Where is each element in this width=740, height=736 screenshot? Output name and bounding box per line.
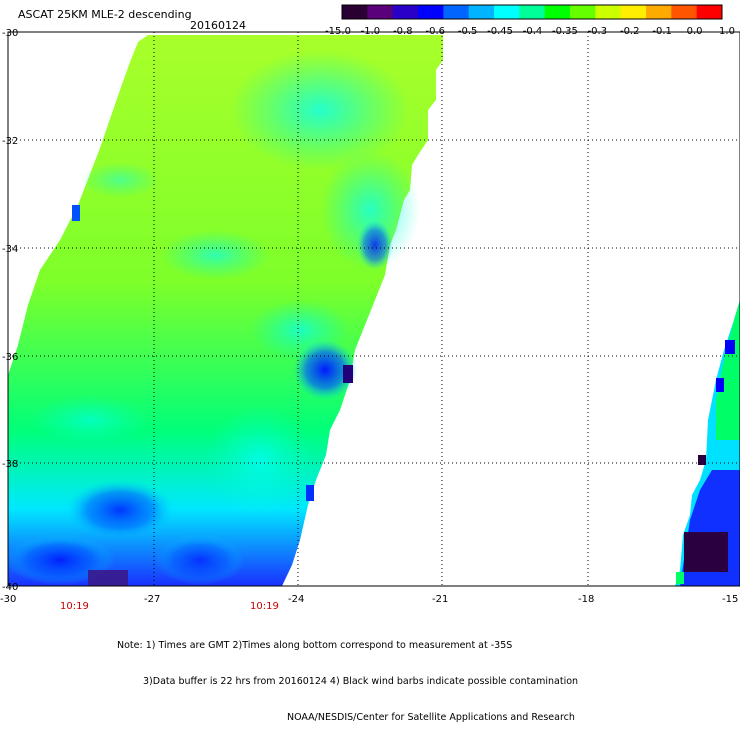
colorbar-swatch — [367, 5, 394, 19]
lon-label: -30 — [0, 594, 16, 605]
footnote-line: 3)Data buffer is 22 hrs from 20160124 4)… — [143, 676, 579, 687]
colorbar-swatch — [696, 5, 723, 19]
colorbar-swatch — [671, 5, 698, 19]
colorbar-swatch — [620, 5, 647, 19]
scatterometer-map: -15.0 -1.0 -0.8 -0.6 -0.5 -0.45 -0.4 -0.35 -0.3-… — [0, 4, 740, 612]
lon-label: -21 — [432, 594, 448, 605]
time-label: 10:19 — [60, 601, 89, 612]
colorbar-swatch — [392, 5, 419, 19]
lat-label: -40 — [2, 582, 18, 593]
colorbar-swatch — [595, 5, 622, 19]
colorbar-swatch — [342, 5, 368, 19]
chart-title: ASCAT 25KM MLE-2 descending — [18, 8, 192, 21]
colorbar-swatch — [468, 5, 495, 19]
lat-label: -30 — [2, 28, 18, 39]
footnote-line: NOAA/NESDIS/Center for Satellite Applica… — [287, 712, 575, 723]
colorbar-swatch — [443, 5, 470, 19]
map-frame — [7, 31, 740, 587]
colorbar-swatch — [494, 5, 520, 19]
colorbar-swatch — [646, 5, 672, 19]
date-label: 20160124 — [190, 19, 246, 32]
lat-label: -34 — [2, 244, 18, 255]
colorbar-swatch — [544, 5, 571, 19]
lon-label: -18 — [578, 594, 594, 605]
lat-label: -32 — [2, 136, 18, 147]
lat-label: -36 — [2, 352, 18, 363]
colorbar — [341, 4, 723, 20]
colorbar-swatch — [570, 5, 596, 19]
lat-label: -38 — [2, 459, 18, 470]
time-label: 10:19 — [250, 601, 279, 612]
colorbar-swatch — [519, 5, 546, 19]
graticule — [8, 32, 740, 586]
colorbar-swatch — [418, 5, 444, 19]
lon-label: -24 — [288, 594, 304, 605]
colorbar-frame — [341, 4, 723, 20]
lon-label: -15 — [722, 594, 738, 605]
footnote: Note: 1) Times are GMT 2)Times along bot… — [117, 616, 578, 736]
lon-label: -27 — [144, 594, 160, 605]
footnote-line: Note: 1) Times are GMT 2)Times along bot… — [117, 640, 513, 651]
